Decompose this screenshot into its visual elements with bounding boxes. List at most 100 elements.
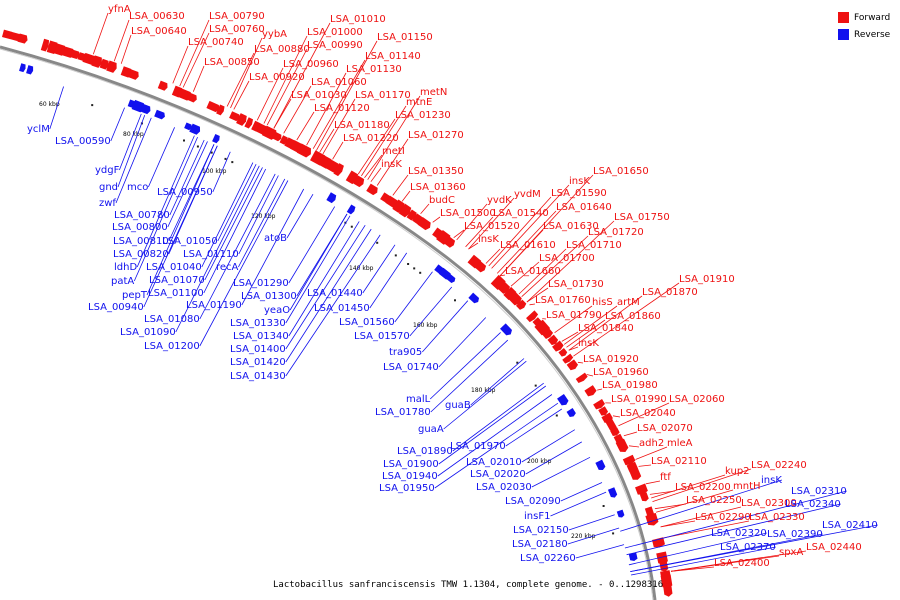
leader-line <box>521 429 576 463</box>
leader-line <box>115 117 152 204</box>
gene-label: LSA_00990 <box>307 40 363 51</box>
gene-label: LSA_00820 <box>113 249 169 260</box>
leader-line <box>273 22 331 129</box>
gene-label: LSA_01220 <box>343 133 399 144</box>
leader-line <box>136 135 195 268</box>
gene-label: mntH <box>733 481 761 492</box>
gene-label: metN <box>420 87 447 98</box>
reverse-feature <box>468 292 480 304</box>
leader-line <box>175 165 260 333</box>
forward-feature <box>323 158 339 173</box>
leader-line <box>364 154 383 179</box>
gene-label: LSA_01170 <box>355 90 411 101</box>
gene-label: adh2 <box>639 438 664 449</box>
gene-label: LSA_01910 <box>679 274 735 285</box>
leader-line <box>670 555 780 572</box>
gene-label: ydgF <box>95 165 120 176</box>
leader-line <box>285 224 366 350</box>
gene-label: LSA_01780 <box>375 407 431 418</box>
forward-feature <box>69 49 80 60</box>
gene-label: LSA_01750 <box>614 212 670 223</box>
leader-line <box>319 128 335 153</box>
leader-line <box>322 98 356 155</box>
gene-label: LSA_00740 <box>188 37 244 48</box>
leader-line <box>531 456 591 488</box>
leader-line <box>357 118 396 175</box>
misc-feature <box>516 361 519 364</box>
forward-feature <box>1 29 14 40</box>
reverse-feature <box>26 65 34 75</box>
leader-line <box>143 145 218 308</box>
misc-feature <box>224 157 227 160</box>
leader-line <box>285 215 351 324</box>
gene-label: LSA_01340 <box>233 331 289 342</box>
leader-line <box>288 206 336 284</box>
forward-feature <box>547 334 559 346</box>
reverse-feature <box>628 552 638 561</box>
leader-line <box>485 248 501 264</box>
genome-backbone-arc <box>0 45 657 600</box>
gene-label: LSA_01180 <box>334 120 390 131</box>
forward-feature <box>584 385 597 397</box>
forward-feature <box>558 348 568 357</box>
leader-line <box>120 34 132 64</box>
leader-line <box>394 271 433 323</box>
genome-backbone-highlight <box>0 48 654 600</box>
gene-label: guaA <box>418 424 444 435</box>
leader-line <box>113 19 130 62</box>
gene-label: LSA_00590 <box>55 136 111 147</box>
misc-feature <box>419 271 422 274</box>
leader-line <box>285 228 372 363</box>
leader-line <box>201 162 254 268</box>
leader-line <box>550 491 607 517</box>
forward-feature <box>498 282 511 294</box>
gene-label: LSA_01100 <box>148 288 204 299</box>
leader-line <box>401 190 411 202</box>
gene-label: LSA_01900 <box>383 459 439 470</box>
gene-label: LSA_02310 <box>791 486 847 497</box>
gene-label: LSA_01270 <box>408 130 464 141</box>
gene-label: LSA_02260 <box>520 553 576 564</box>
gene-label: LSA_01120 <box>314 103 370 114</box>
forward-feature <box>186 92 197 103</box>
gene-label: kup2 <box>725 466 750 477</box>
leader-line <box>573 282 680 357</box>
leader-line <box>456 203 488 241</box>
gene-label: LSA_01350 <box>408 166 464 177</box>
leader-line <box>452 382 544 452</box>
leader-line <box>420 203 430 215</box>
reverse-feature <box>19 63 26 73</box>
forward-feature <box>639 492 649 502</box>
gene-label: LSA_01990 <box>611 394 667 405</box>
gene-label: LSA_02180 <box>512 539 568 550</box>
leader-line <box>367 95 421 180</box>
gene-label: LSA_01860 <box>605 311 661 322</box>
gene-label: LSA_01030 <box>291 90 347 101</box>
gene-label: LSA_01500 <box>440 208 496 219</box>
gene-label: LSA_01660 <box>505 266 561 277</box>
tick-label: 180 kbp <box>471 387 496 394</box>
leader-line <box>488 196 552 267</box>
forward-feature <box>635 483 648 495</box>
gene-label: yfnA <box>108 4 131 15</box>
leader-line <box>652 468 752 502</box>
gene-label: atoB <box>264 233 287 244</box>
leader-line <box>316 40 378 151</box>
gene-label: LSA_00780 <box>114 210 170 221</box>
gene-label: LSA_01640 <box>556 202 612 213</box>
forward-feature <box>417 217 431 231</box>
leader-line <box>263 35 308 124</box>
leader-line <box>660 506 742 528</box>
leader-line <box>525 441 582 475</box>
leader-line <box>438 385 547 465</box>
gene-label: LSA_00760 <box>209 24 265 35</box>
gene-label: LSA_01190 <box>186 300 242 311</box>
leader-line <box>566 319 606 348</box>
leader-line <box>663 520 750 539</box>
misc-feature <box>183 139 185 142</box>
gene-label: LSA_01040 <box>146 262 202 273</box>
forward-feature <box>279 135 288 145</box>
forward-feature <box>120 66 132 78</box>
gene-label: LSA_02370 <box>720 542 776 553</box>
leader-line <box>283 85 312 134</box>
